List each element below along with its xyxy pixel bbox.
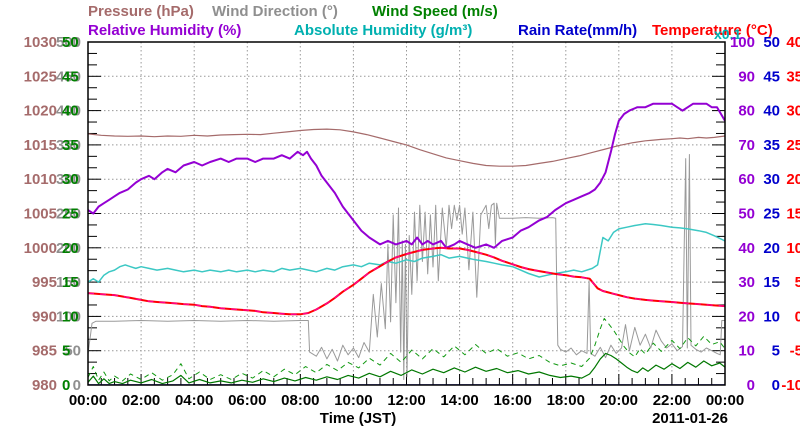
y-tick-label-wind-speed: 10: [62, 308, 79, 325]
y-tick-label-relative-humidity: 60: [738, 171, 755, 188]
y-tick-label-rain-rate: 10: [763, 308, 780, 325]
legend-absolute-humidity: Absolute Humidity (g/m³): [294, 22, 473, 39]
y-tick-label-rain-rate: 35: [763, 137, 780, 154]
y-tick-label-pressure: 1020: [24, 103, 57, 120]
x-tick-label: 18:00: [547, 392, 585, 409]
y-tick-label-wind-direction: 350: [56, 137, 81, 154]
y-tick-label-wind-speed: 15: [62, 274, 79, 291]
x-tick-label: 14:00: [440, 392, 478, 409]
y-tick-label-wind-speed: 30: [62, 171, 79, 188]
y-tick-label-temperature: -5: [790, 343, 800, 360]
y-tick-label-rain-rate: 25: [763, 206, 780, 223]
y-tick-label-temperature: 5: [795, 274, 800, 291]
y-tick-label-wind-direction: 0: [73, 377, 81, 394]
y-tick-label-relative-humidity: 30: [738, 274, 755, 291]
y-tick-label-wind-direction: 400: [56, 103, 81, 120]
x-tick-label: 12:00: [387, 392, 425, 409]
y-tick-label-rain-rate: 50: [763, 34, 780, 51]
y-tick-label-wind-speed: 20: [62, 240, 79, 257]
y-tick-label-rain-rate: 0: [772, 377, 780, 394]
y-tick-label-relative-humidity: 80: [738, 103, 755, 120]
y-tick-label-wind-direction: 300: [56, 171, 81, 188]
y-tick-label-wind-direction: 450: [56, 68, 81, 85]
series-temperature-dashed-overlay-: [88, 247, 725, 315]
legend-relative-humidity: Relative Humidity (%): [88, 22, 242, 39]
series-absolute-humidity: [88, 223, 725, 283]
y-tick-label-temperature: 15: [786, 206, 800, 223]
x-tick-label: 06:00: [228, 392, 266, 409]
y-tick-label-wind-direction: 100: [56, 308, 81, 325]
x-tick-label: 10:00: [334, 392, 372, 409]
y-tick-label-wind-speed: 35: [62, 137, 79, 154]
y-tick-label-pressure: 1015: [24, 137, 57, 154]
y-tick-label-rain-rate: 5: [772, 343, 780, 360]
legend-pressure: Pressure (hPa): [88, 3, 194, 20]
y-tick-label-wind-direction: 50: [64, 343, 81, 360]
plot-border: [87, 41, 726, 386]
y-tick-label-wind-speed: 5: [62, 343, 70, 360]
y-tick-label-relative-humidity: 100: [730, 34, 755, 51]
y-tick-label-rain-rate: 15: [763, 274, 780, 291]
legend-rain-rate: Rain Rate(mm/h): [518, 22, 638, 39]
series-pressure: [88, 128, 725, 167]
y-tick-label-rain-rate: 20: [763, 240, 780, 257]
y-tick-label-rain-rate: 30: [763, 171, 780, 188]
y-tick-label-rain-rate: 45: [763, 68, 780, 85]
y-tick-label-temperature: 40: [786, 34, 800, 51]
y-tick-label-wind-direction: 500: [56, 34, 81, 51]
y-tick-label-pressure: 1010: [24, 171, 57, 188]
x-tick-label: 08:00: [281, 392, 319, 409]
x-tick-label: 00:00: [706, 392, 744, 409]
date-label: 2011-01-26: [652, 410, 728, 427]
y-tick-label-pressure: 985: [32, 343, 57, 360]
y-tick-label-temperature: 20: [786, 171, 800, 188]
y-tick-label-relative-humidity: 70: [738, 137, 755, 154]
x-tick-label: 04:00: [175, 392, 213, 409]
y-tick-label-relative-humidity: 0: [747, 377, 755, 394]
y-tick-label-pressure: 1005: [24, 206, 57, 223]
y-tick-label-temperature: 35: [786, 68, 800, 85]
y-tick-label-wind-direction: 250: [56, 206, 81, 223]
y-tick-label-rain-rate: 40: [763, 103, 780, 120]
y-tick-label-wind-speed: 45: [62, 68, 79, 85]
series-relative-humidity: [88, 102, 725, 249]
series-wind-speed: [88, 352, 725, 385]
series-wind-speed-gust-dashed-: [88, 318, 725, 382]
x-tick-label: 16:00: [493, 392, 531, 409]
x-axis-title: Time (JST): [319, 410, 397, 427]
y-tick-label-pressure: 1030: [24, 34, 57, 51]
y-tick-label-pressure: 990: [32, 308, 57, 325]
legend-temperature: Temperature (°C): [652, 22, 773, 39]
y-tick-label-relative-humidity: 50: [738, 206, 755, 223]
y-tick-label-temperature: 0: [795, 308, 800, 325]
y-tick-label-wind-speed: 40: [62, 103, 79, 120]
x-tick-label: 00:00: [69, 392, 107, 409]
scale-note-x0-1: x0.1: [714, 26, 742, 42]
series-wind-direction: [88, 154, 725, 380]
y-tick-label-wind-direction: 200: [56, 240, 81, 257]
y-tick-label-temperature: 10: [786, 240, 800, 257]
y-tick-label-temperature: 25: [786, 137, 800, 154]
y-tick-label-pressure: 995: [32, 274, 57, 291]
y-tick-label-wind-speed: 0: [62, 377, 70, 394]
y-tick-label-wind-speed: 25: [62, 206, 79, 223]
legend-wind-speed: Wind Speed (m/s): [372, 3, 498, 20]
x-tick-label: 20:00: [600, 392, 638, 409]
y-tick-label-pressure: 1000: [24, 240, 57, 257]
y-tick-label-temperature: 30: [786, 103, 800, 120]
y-tick-label-relative-humidity: 40: [738, 240, 755, 257]
y-tick-label-wind-direction: 150: [56, 274, 81, 291]
y-tick-label-temperature: -10: [781, 377, 800, 394]
y-tick-label-wind-speed: 50: [62, 34, 79, 51]
y-tick-label-relative-humidity: 20: [738, 308, 755, 325]
legend-wind-direction: Wind Direction (°): [212, 3, 338, 20]
y-tick-label-pressure: 1025: [24, 68, 57, 85]
y-tick-label-pressure: 980: [32, 377, 57, 394]
y-tick-label-relative-humidity: 90: [738, 68, 755, 85]
x-tick-label: 02:00: [122, 392, 160, 409]
x-tick-label: 22:00: [653, 392, 691, 409]
y-tick-label-relative-humidity: 10: [738, 343, 755, 360]
